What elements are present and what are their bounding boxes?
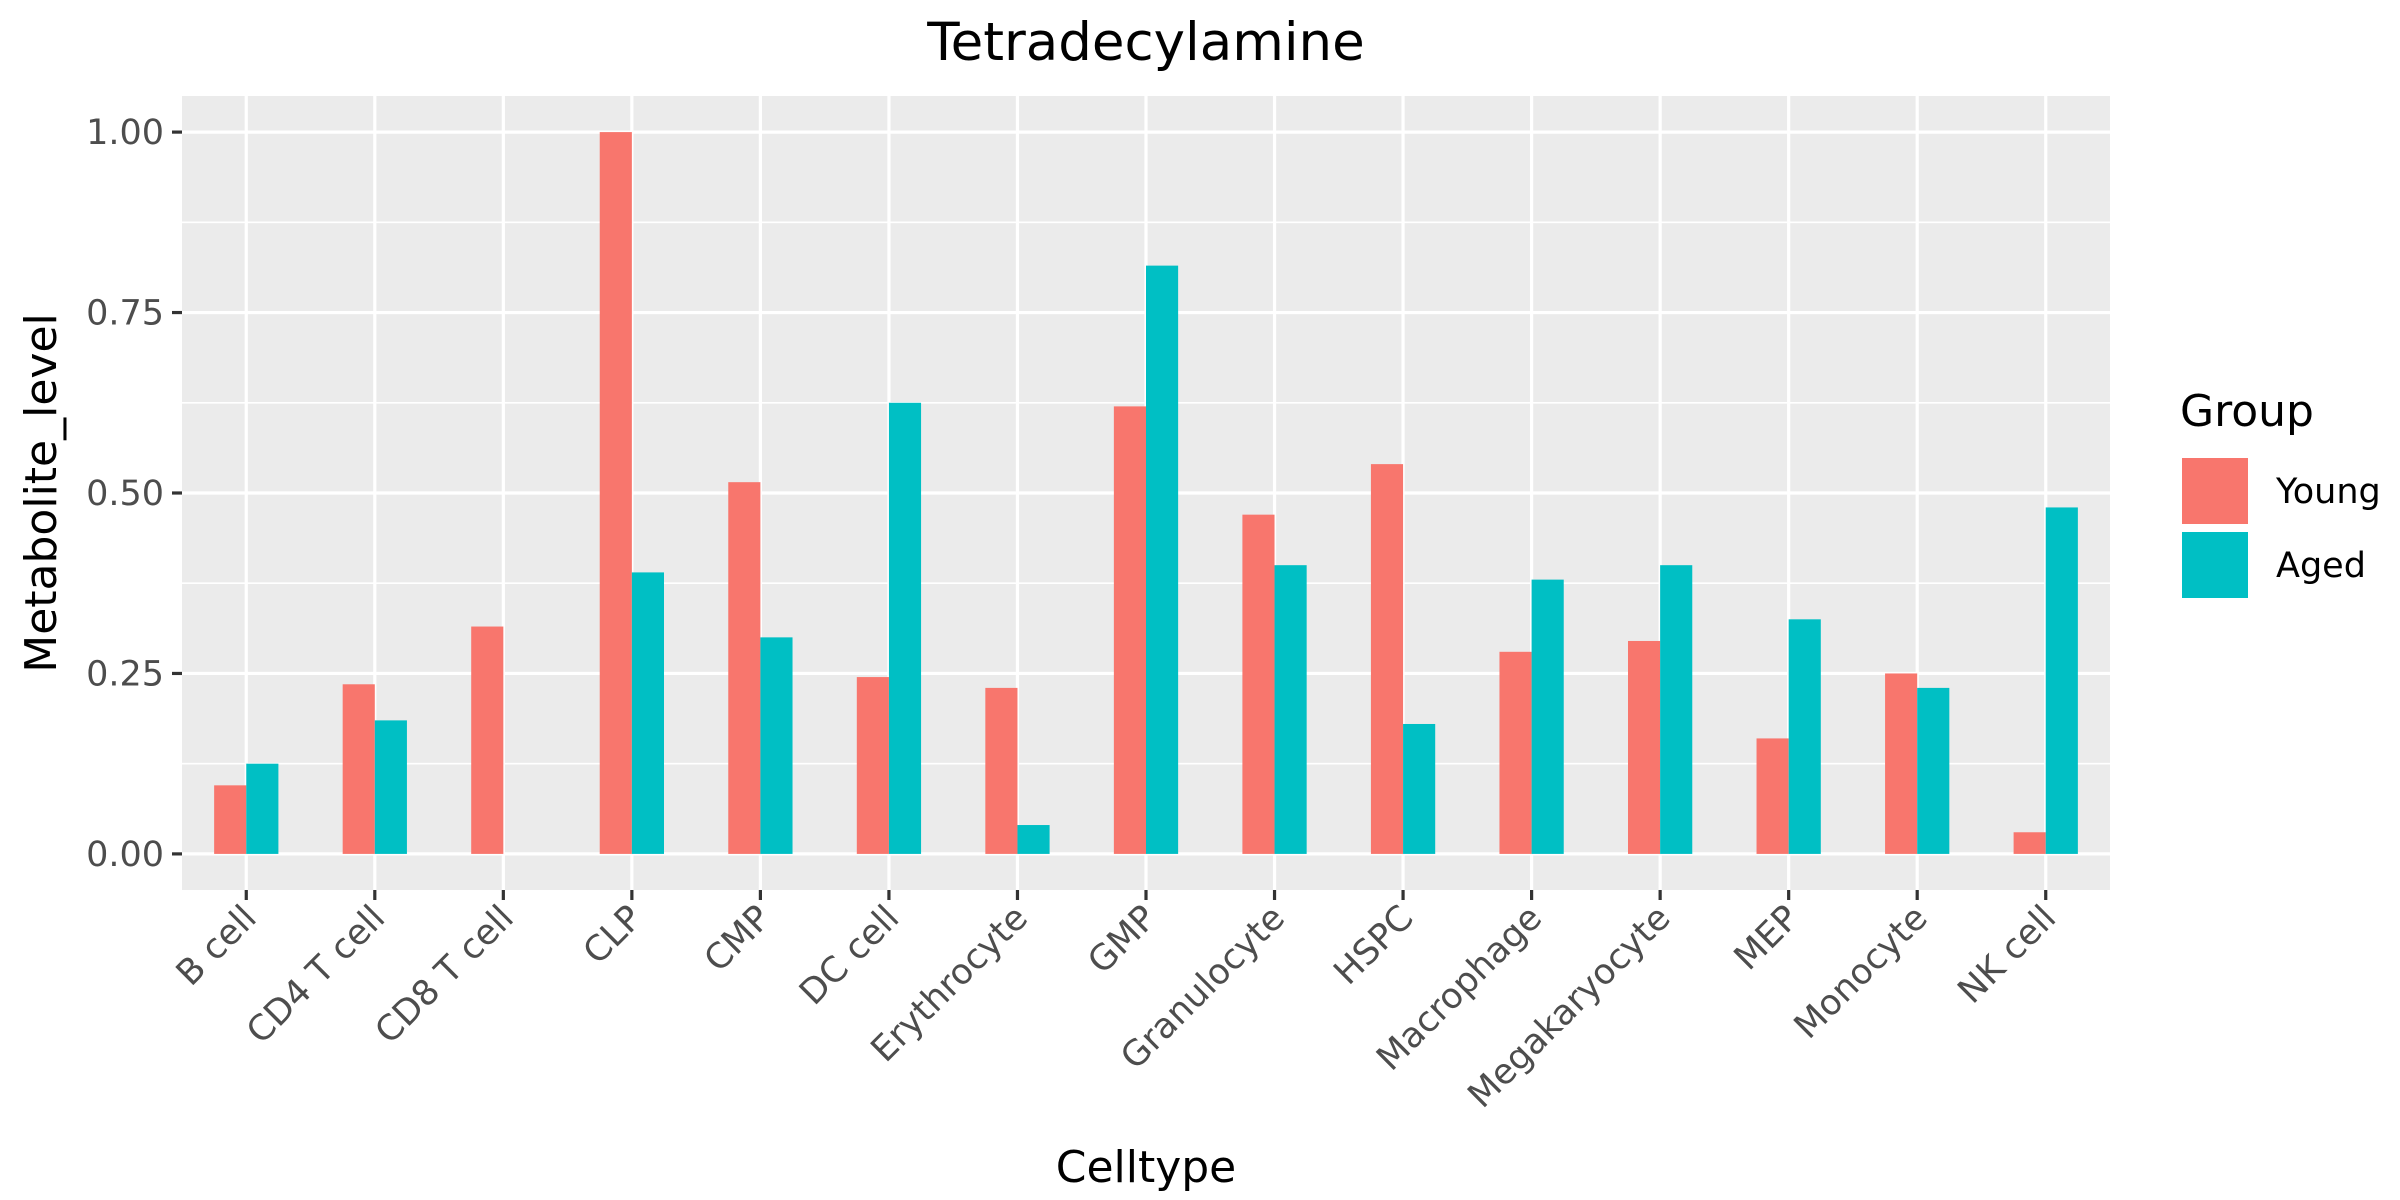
bar-young-megakaryocyte <box>1628 640 1661 854</box>
x-tick-label: HSPC <box>1327 898 1422 993</box>
y-tick-label: 1.00 <box>86 113 164 153</box>
bar-young-mep <box>1756 738 1789 854</box>
bar-aged-b-cell <box>246 763 279 854</box>
y-tick-label: 0.00 <box>86 835 164 875</box>
bar-young-granulocyte <box>1242 514 1275 854</box>
x-tick-label: DC cell <box>792 898 907 1013</box>
bar-aged-erythrocyte <box>1017 825 1050 854</box>
bar-aged-monocyte <box>1917 687 1950 854</box>
legend: Group Young Aged <box>2180 386 2381 598</box>
bar-young-erythrocyte <box>985 687 1018 854</box>
y-tick-label: 0.25 <box>86 654 164 694</box>
y-axis: 0.00 0.25 0.50 0.75 1.00 <box>86 113 182 875</box>
bar-young-cd8-t-cell <box>471 626 504 854</box>
bar-young-monocyte <box>1885 673 1918 854</box>
legend-label-young: Young <box>2275 472 2381 512</box>
legend-key-young <box>2182 458 2248 524</box>
bar-young-nk-cell <box>2013 832 2046 854</box>
bar-young-hspc <box>1370 464 1404 854</box>
x-tick-label: GMP <box>1081 898 1165 982</box>
bar-young-cd4-t-cell <box>342 684 375 854</box>
bar-young-macrophage <box>1499 651 1532 854</box>
x-tick-label: CD4 T cell <box>239 898 393 1052</box>
y-tick-label: 0.50 <box>86 474 164 514</box>
chart-title: Tetradecylamine <box>926 12 1365 73</box>
bar-young-gmp <box>1113 406 1146 854</box>
x-tick-label: B cell <box>169 898 265 994</box>
x-tick-label: CMP <box>697 898 779 980</box>
legend-title: Group <box>2180 386 2314 437</box>
x-tick-label: CLP <box>576 898 650 972</box>
bar-aged-macrophage <box>1531 579 1564 854</box>
y-axis-title: Metabolite_level <box>16 313 67 673</box>
x-tick-label: MEP <box>1727 898 1807 978</box>
bar-aged-dc-cell <box>888 402 922 854</box>
bar-young-b-cell <box>214 785 247 854</box>
bar-aged-mep <box>1788 619 1821 854</box>
bars <box>214 132 2078 854</box>
bar-aged-gmp <box>1146 265 1179 854</box>
bar-young-clp <box>599 132 632 854</box>
bar-young-dc-cell <box>856 677 889 854</box>
bar-aged-hspc <box>1403 723 1436 854</box>
bar-aged-clp <box>631 572 664 854</box>
bar-aged-granulocyte <box>1274 565 1307 854</box>
bar-young-cmp <box>728 482 761 854</box>
x-axis-title: Celltype <box>1056 1142 1237 1193</box>
bar-aged-nk-cell <box>2045 507 2078 854</box>
legend-label-aged: Aged <box>2276 546 2366 586</box>
x-tick-label: CD8 T cell <box>368 898 522 1052</box>
legend-key-aged <box>2182 532 2248 598</box>
bar-aged-cd4-t-cell <box>374 720 407 854</box>
bar-aged-cmp <box>760 637 793 854</box>
y-tick-label: 0.75 <box>86 294 164 334</box>
x-tick-label: NK cell <box>1951 898 2064 1011</box>
bar-aged-megakaryocyte <box>1660 565 1693 854</box>
x-tick-label: Monocyte <box>1787 898 1936 1047</box>
